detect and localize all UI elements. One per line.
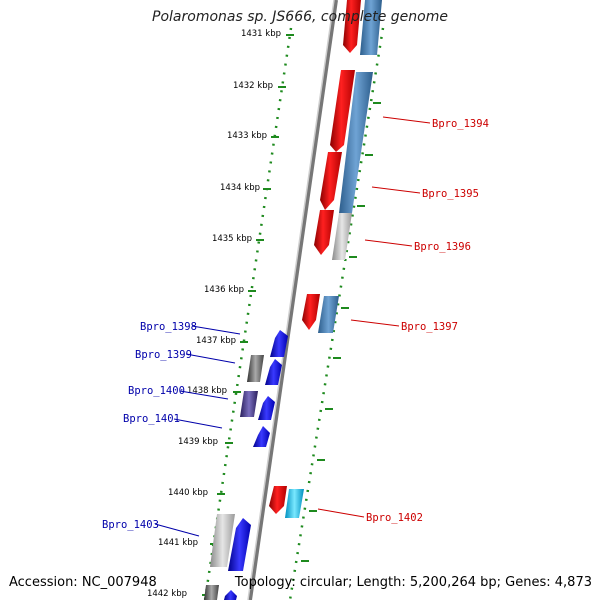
gene-purple-1400[interactable] — [240, 391, 258, 417]
gene-red-1393[interactable] — [343, 0, 361, 53]
gene-gray-1396[interactable] — [332, 213, 352, 260]
map-title: Polaromonas sp. JS666, complete genome — [152, 9, 448, 25]
gene-red-1402[interactable] — [269, 486, 287, 514]
tick-label: 1436 kbp — [204, 285, 244, 295]
gene-cyan-1402[interactable] — [285, 489, 304, 518]
accession-text: Accession: NC_007948 — [9, 575, 157, 590]
gene-red-1395[interactable] — [320, 152, 342, 210]
tick-label: 1432 kbp — [233, 81, 273, 91]
ruler-right — [288, 27, 385, 600]
leaders-right — [317, 116, 431, 518]
tick-dashes-left — [202, 34, 294, 596]
tick-label: 1440 kbp — [168, 488, 208, 498]
tick-label: 1434 kbp — [220, 183, 260, 193]
gene-blue-1400[interactable] — [258, 396, 275, 420]
tick-label: 1431 kbp — [241, 29, 281, 39]
tick-label: 1439 kbp — [178, 437, 218, 447]
gene-blue-1399[interactable] — [265, 359, 282, 385]
gene-label-bpro-1394[interactable]: Bpro_1394 — [432, 118, 489, 130]
tick-label: 1438 kbp — [187, 386, 227, 396]
tick-label: 1441 kbp — [158, 538, 198, 548]
gene-steel-1394-1395[interactable] — [339, 72, 373, 213]
tick-dashes-right — [301, 102, 381, 562]
gene-label-bpro-1401[interactable]: Bpro_1401 — [123, 413, 180, 425]
topology-text: Topology: circular; Length: 5,200,264 bp… — [234, 575, 592, 590]
genome-backbone — [248, 0, 338, 600]
gene-steel-1393[interactable] — [360, 0, 382, 55]
tick-label: 1433 kbp — [227, 131, 267, 141]
gene-red-1394[interactable] — [330, 70, 355, 152]
gene-dark-1399[interactable] — [247, 355, 264, 382]
leaders-left — [154, 325, 241, 537]
gene-gray-1403[interactable] — [210, 514, 235, 567]
gene-label-bpro-1399[interactable]: Bpro_1399 — [135, 349, 192, 361]
gene-dark-1404[interactable] — [204, 585, 219, 600]
gene-blue-1404[interactable] — [224, 590, 237, 600]
genome-backbone-highlight — [247, 0, 335, 600]
tick-label: 1437 kbp — [196, 336, 236, 346]
gene-label-bpro-1396[interactable]: Bpro_1396 — [414, 241, 471, 253]
gene-label-bpro-1397[interactable]: Bpro_1397 — [401, 321, 458, 333]
gene-red-1396[interactable] — [314, 210, 334, 255]
gene-label-bpro-1402[interactable]: Bpro_1402 — [366, 512, 423, 524]
gene-label-bpro-1400[interactable]: Bpro_1400 — [128, 385, 185, 397]
tick-label: 1435 kbp — [212, 234, 252, 244]
gene-steel-1397[interactable] — [318, 296, 339, 333]
gene-blue-1403[interactable] — [228, 518, 251, 571]
gene-label-bpro-1403[interactable]: Bpro_1403 — [102, 519, 159, 531]
gene-blue-1401[interactable] — [253, 426, 270, 447]
gene-blue-1398[interactable] — [270, 330, 288, 357]
ruler-left — [203, 27, 293, 600]
tick-label: 1442 kbp — [147, 589, 187, 599]
gene-label-bpro-1395[interactable]: Bpro_1395 — [422, 188, 479, 200]
gene-red-1397[interactable] — [302, 294, 320, 330]
gene-label-bpro-1398[interactable]: Bpro_1398 — [140, 321, 197, 333]
